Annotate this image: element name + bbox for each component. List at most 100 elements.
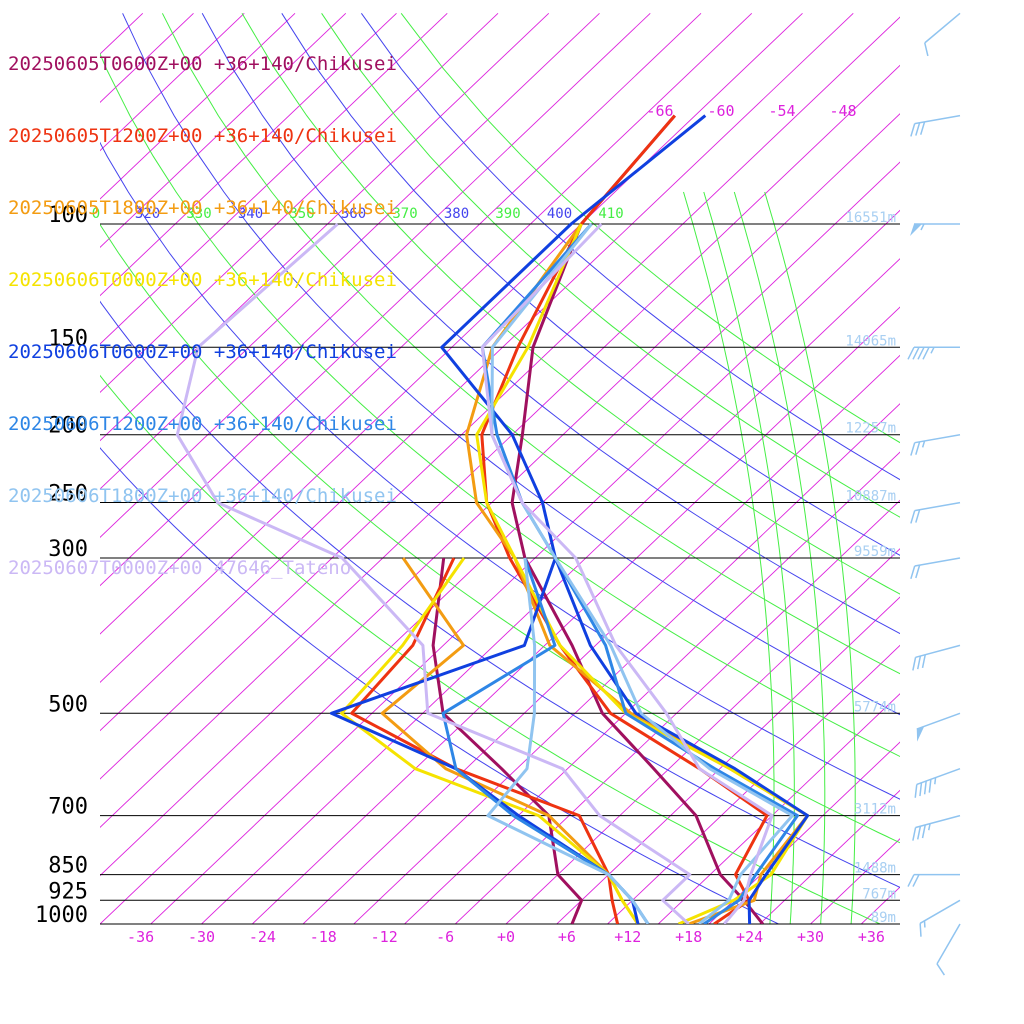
- pressure-tick-label: 850: [48, 854, 88, 879]
- wind-barb-staff: [914, 501, 961, 512]
- theta-label: 340: [238, 206, 263, 222]
- height-label: 9559m: [854, 544, 896, 560]
- height-label: 12257m: [845, 421, 896, 437]
- legend-entry-6: 20250606T1200Z+00 +36+140/Chikusei: [8, 413, 397, 435]
- top-temperature-tick-label: -54: [768, 102, 795, 120]
- theta-label: 360: [341, 206, 366, 222]
- wind-barb: [910, 223, 960, 236]
- moist-adiabat-line: [764, 191, 856, 924]
- pressure-tick-label: 500: [48, 692, 88, 717]
- temperature-tick-label: +0: [497, 928, 515, 946]
- wind-barb-staff: [914, 557, 961, 567]
- dry-adiabat-line: [100, 223, 900, 844]
- dry-adiabat-line: [100, 141, 900, 800]
- wind-barb: [916, 712, 961, 742]
- wind-barb: [910, 501, 961, 524]
- isotherm-line: [100, 64, 900, 828]
- isotherm-line: [100, 12, 550, 442]
- temperature-tick-label: +30: [797, 928, 824, 946]
- isotherm-line: [302, 354, 900, 924]
- wind-barb: [919, 899, 961, 937]
- wind-barb-flag: [919, 923, 922, 937]
- isotherm-line: [100, 12, 753, 635]
- chart-legend: 20250605T0600Z+00 +36+140/Chikusei 20250…: [8, 4, 397, 604]
- wind-barb-flag: [917, 346, 925, 360]
- wind-barb-flag: [923, 780, 927, 795]
- isotherm-line: [403, 451, 900, 924]
- temperature-profile-7: [490, 223, 794, 924]
- wind-barb-staff: [915, 644, 961, 659]
- legend-entry-8: 20250607T0000Z+00 47646_Tateno: [8, 557, 352, 579]
- wind-barb-flag: [916, 655, 922, 670]
- legend-entry-5: 20250606T0600Z+00 +36+140/Chikusei: [8, 341, 397, 363]
- temperature-profile-1: [510, 114, 764, 924]
- wind-barb: [907, 346, 960, 360]
- wind-barb-half-flag: [930, 346, 935, 354]
- temperature-tick-label: +6: [558, 928, 576, 946]
- legend-entry-7: 20250606T1800Z+00 +36+140/Chikusei: [8, 485, 397, 507]
- moist-adiabat-line: [703, 191, 795, 924]
- temperature-profile-3: [465, 223, 810, 924]
- wind-barb-staff: [919, 899, 961, 924]
- dewpoint-profile-2: [350, 557, 620, 924]
- wind-barb-flag: [915, 122, 921, 136]
- wind-barb-flag: [910, 442, 916, 456]
- theta-label: 370: [392, 206, 417, 222]
- wind-barb-half-flag: [934, 777, 937, 785]
- isotherm-line: [100, 12, 600, 490]
- wind-barb-flag: [920, 121, 926, 135]
- isotherm-line: [998, 13, 1024, 939]
- isotherm-line: [100, 12, 296, 200]
- dewpoint-profile-4: [340, 557, 640, 924]
- top-temperature-tick-label: -66: [646, 102, 673, 120]
- dewpoint-profile-7: [486, 557, 650, 924]
- temperature-tick-label: +24: [736, 928, 763, 946]
- isotherm-line: [100, 12, 397, 297]
- pressure-tick-label: 1000: [35, 903, 88, 928]
- height-label: 767m: [862, 886, 896, 902]
- wind-barb-flag: [912, 827, 917, 841]
- wind-barb: [924, 12, 961, 57]
- wind-barb-flag: [915, 441, 921, 455]
- moist-adiabat-line: [733, 191, 826, 924]
- dry-adiabat-line: [100, 374, 882, 924]
- pressure-tick-label: 150: [48, 326, 88, 351]
- dry-adiabat-line: [321, 13, 900, 518]
- top-temperature-tick-label: -60: [707, 102, 734, 120]
- isotherm-line: [947, 13, 1024, 939]
- pressure-tick-label: 925: [48, 879, 88, 904]
- wind-barb-pennant: [916, 726, 925, 742]
- dry-adiabat-line: [161, 13, 900, 675]
- height-label: 16551m: [845, 210, 896, 226]
- wind-barb-flag: [910, 565, 916, 580]
- dry-adiabat-line: [100, 300, 900, 888]
- wind-barb-staff: [914, 114, 961, 125]
- wind-barb-flag: [916, 826, 922, 840]
- theta-label: 320: [135, 206, 160, 222]
- wind-barb-flag: [907, 874, 915, 887]
- isotherm-line: [860, 886, 900, 924]
- theta-label: 400: [547, 206, 572, 222]
- isotherm-line: [100, 12, 448, 345]
- wind-barb-flag: [912, 874, 920, 887]
- dewpoint-profile-1: [431, 557, 584, 924]
- wind-barb-flag: [910, 510, 916, 524]
- wind-barb-staff: [916, 767, 961, 786]
- height-label: 5774m: [854, 699, 896, 715]
- wind-barb-flag: [912, 346, 920, 360]
- wind-barb: [910, 433, 961, 456]
- top-temperature-tick-label: -48: [829, 102, 856, 120]
- height-label: 3112m: [854, 802, 896, 818]
- isotherm-line: [100, 12, 651, 538]
- wind-barb-flag: [907, 346, 915, 360]
- pressure-tick-label: 700: [48, 795, 88, 820]
- wind-barb-half-flag: [927, 823, 931, 831]
- wind-barb-staff: [915, 814, 961, 829]
- wind-barb-flag: [928, 779, 932, 793]
- wind-barb: [936, 923, 961, 976]
- wind-barb-staff: [924, 12, 961, 44]
- dry-adiabat-line: [100, 52, 900, 758]
- isotherm-line: [657, 693, 900, 924]
- dry-adiabat-line: [201, 13, 900, 635]
- legend-entry-2: 20250605T1200Z+00 +36+140/Chikusei: [8, 125, 397, 147]
